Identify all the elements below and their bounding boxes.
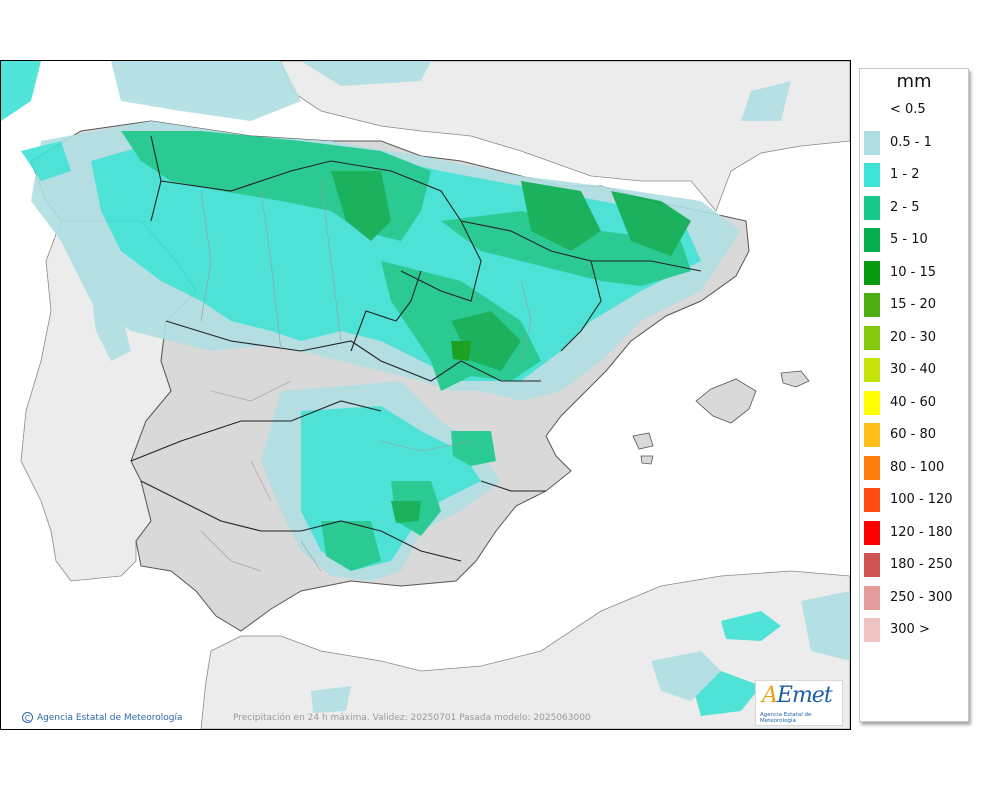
legend-swatch: [864, 260, 880, 285]
legend-item: 250 - 300: [864, 585, 968, 610]
legend-label: 250 - 300: [890, 589, 953, 605]
legend-label: 0.5 - 1: [890, 134, 932, 150]
legend-item: 15 - 20: [864, 293, 968, 317]
legend-item: 20 - 30: [864, 325, 968, 350]
legend-swatch: [864, 98, 880, 122]
aemet-logo-mark: AEmet: [762, 683, 833, 708]
legend-swatch: [864, 390, 880, 415]
legend-label: 20 - 30: [890, 329, 937, 345]
aemet-logo: AEmet Agencia Estatal de Meteorología: [755, 680, 843, 726]
legend-label: 5 - 10: [890, 232, 928, 247]
legend-label: 180 - 250: [890, 557, 953, 572]
legend-item: 10 - 15: [864, 260, 968, 285]
legend-item: 180 - 250: [864, 553, 968, 577]
province-borders: [200, 180, 532, 572]
legend-item: 1 - 2: [864, 163, 968, 187]
legend-item: 60 - 80: [864, 423, 968, 447]
copyright-icon: C: [22, 712, 33, 723]
legend-label: 40 - 60: [890, 394, 937, 410]
credit-text: Agencia Estatal de Meteorología: [37, 712, 183, 723]
legend-swatch: [864, 423, 880, 447]
aemet-credit: C Agencia Estatal de Meteorología: [22, 712, 183, 723]
legend-swatch: [864, 520, 880, 545]
legend-label: < 0.5: [890, 102, 926, 117]
legend-item: 100 - 120: [864, 488, 968, 512]
legend-item: 80 - 100: [864, 455, 968, 480]
legend-label: 1 - 2: [890, 167, 920, 182]
legend-title: mm: [896, 71, 932, 92]
region-borders: [130, 135, 702, 562]
legend-label: 15 - 20: [890, 297, 937, 312]
legend-swatch: [864, 130, 880, 155]
legend-swatch: [864, 618, 880, 642]
legend-label: 2 - 5: [890, 199, 920, 215]
legend-swatch: [864, 163, 880, 187]
legend-swatch: [864, 293, 880, 317]
legend-swatch: [864, 585, 880, 610]
legend-swatch: [864, 195, 880, 220]
aemet-logo-subtext: Agencia Estatal de Meteorología: [760, 712, 812, 724]
legend-item: 2 - 5: [864, 195, 968, 220]
precipitation-map: [0, 60, 851, 730]
legend-item: 300 >: [864, 618, 968, 642]
legend-item: 0.5 - 1: [864, 130, 968, 155]
legend-swatch: [864, 325, 880, 350]
legend-label: 10 - 15: [890, 264, 937, 280]
legend-swatch: [864, 455, 880, 480]
legend-label: 120 - 180: [890, 524, 953, 540]
legend-swatch: [864, 358, 880, 382]
legend-label: 60 - 80: [890, 427, 937, 442]
legend-swatch: [864, 488, 880, 512]
legend-label: 80 - 100: [890, 459, 945, 475]
legend-label: 300 >: [890, 622, 930, 637]
legend-label: 100 - 120: [890, 492, 953, 507]
legend-swatch: [864, 553, 880, 577]
precipitation-legend: mm < 0.5 0.5 - 1 1 - 2 2 - 5 5 - 10 10 - 15 15…: [859, 68, 969, 722]
legend-swatch: [864, 228, 880, 252]
map-caption: Precipitación en 24 h máxima. Validez: 2…: [233, 713, 591, 723]
legend-label: 30 - 40: [890, 362, 937, 377]
legend-item: 5 - 10: [864, 228, 968, 252]
legend-item: 120 - 180: [864, 520, 968, 545]
precipitation-overlay: [1, 61, 850, 716]
legend-item: < 0.5: [864, 98, 968, 122]
legend-item: 40 - 60: [864, 390, 968, 415]
legend-item: 30 - 40: [864, 358, 968, 382]
